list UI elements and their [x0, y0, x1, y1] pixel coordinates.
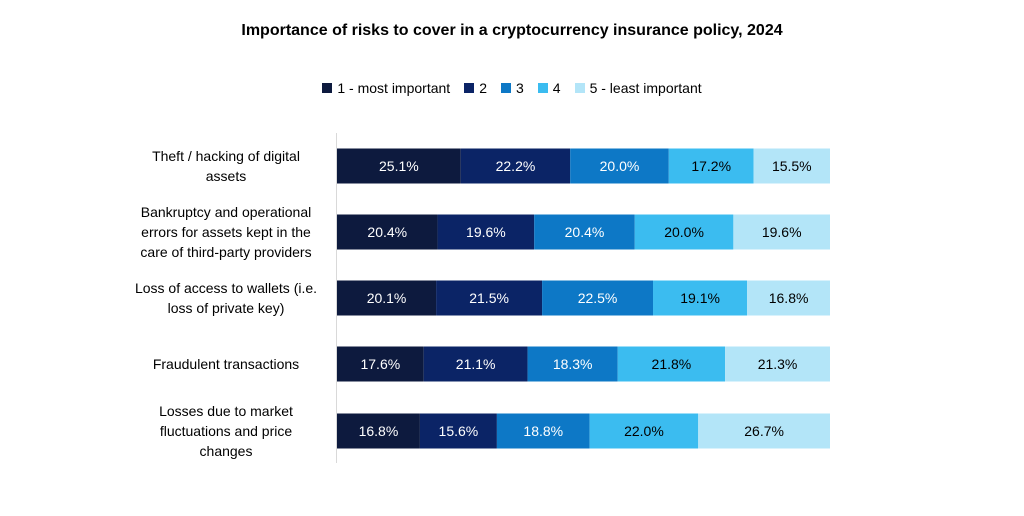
data-label: 16.8% [359, 423, 399, 439]
category-label: Bankruptcy and operational errors for ass… [140, 204, 311, 260]
legend-label: 4 [552, 80, 561, 96]
bar-segment [436, 280, 543, 316]
data-label: 15.5% [772, 158, 812, 174]
data-label: 21.5% [469, 290, 509, 306]
category-label: Fraudulent transactions [153, 356, 299, 372]
bar-segment [634, 214, 734, 250]
data-label: 17.6% [360, 356, 400, 372]
bar-segment [337, 280, 437, 316]
data-label: 22.5% [578, 290, 618, 306]
data-label: 20.0% [600, 158, 640, 174]
bar-segment [747, 280, 830, 316]
data-label: 20.1% [367, 290, 407, 306]
category-label: Loss of access to wallets (i.e. loss of p… [135, 280, 317, 316]
bar-segment [589, 413, 699, 449]
legend-swatch [500, 83, 511, 93]
legend-item: 1 - most important [322, 80, 450, 96]
bar-segment [617, 346, 726, 382]
category-label: Losses due to market fluctuations and pri… [159, 403, 293, 459]
data-label: 16.8% [769, 290, 809, 306]
bar-segment [698, 413, 830, 449]
bar-segment [460, 148, 571, 184]
bar-segment [423, 346, 528, 382]
data-label: 20.4% [565, 224, 605, 240]
bar-segment [419, 413, 497, 449]
legend-label: 2 [479, 80, 487, 96]
data-label: 25.1% [379, 158, 419, 174]
data-label: 20.0% [664, 224, 704, 240]
data-label: 21.1% [456, 356, 496, 372]
data-label: 20.4% [367, 224, 407, 240]
data-label: 19.6% [762, 224, 802, 240]
bar-segment [534, 214, 635, 250]
legend-item: 4 [537, 80, 561, 96]
data-label: 22.2% [496, 158, 536, 174]
legend-item: 2 [464, 80, 487, 96]
data-label: 19.1% [680, 290, 720, 306]
bar-segment [337, 413, 420, 449]
chart-title: Importance of risks to cover in a crypto… [241, 22, 783, 39]
bar-segment [733, 214, 830, 250]
data-label: 21.8% [652, 356, 692, 372]
bar-segment [496, 413, 590, 449]
data-label: 26.7% [744, 423, 784, 439]
data-label: 15.6% [439, 423, 479, 439]
data-label: 22.0% [624, 423, 664, 439]
legend-label: 3 [515, 80, 524, 96]
category-label: Theft / hacking of digital assets [152, 148, 300, 184]
legend: 1 - most important 2 3 4 5 - least important [0, 80, 1024, 96]
data-label: 21.3% [758, 356, 798, 372]
legend-swatch [322, 83, 333, 93]
bar-segment [570, 148, 669, 184]
bar-segment [725, 346, 830, 382]
data-label: 18.3% [553, 356, 593, 372]
legend-swatch [574, 83, 585, 93]
legend-swatch [464, 83, 475, 93]
bar-segment [337, 214, 438, 250]
legend-item: 3 [500, 80, 524, 96]
bar-segment [653, 280, 748, 316]
data-label: 19.6% [466, 224, 506, 240]
legend-label: 5 - least important [589, 80, 702, 96]
bar-segment [542, 280, 654, 316]
bar-segment [668, 148, 754, 184]
legend-swatch [537, 83, 548, 93]
bar-segment [527, 346, 618, 382]
legend-label: 1 - most important [337, 80, 451, 96]
legend-item: 5 - least important [574, 80, 702, 96]
bar-segment [437, 214, 535, 250]
bar-segment [337, 148, 461, 184]
bar-segment [337, 346, 424, 382]
data-label: 18.8% [523, 423, 563, 439]
data-label: 17.2% [691, 158, 731, 174]
bar-segment [753, 148, 830, 184]
